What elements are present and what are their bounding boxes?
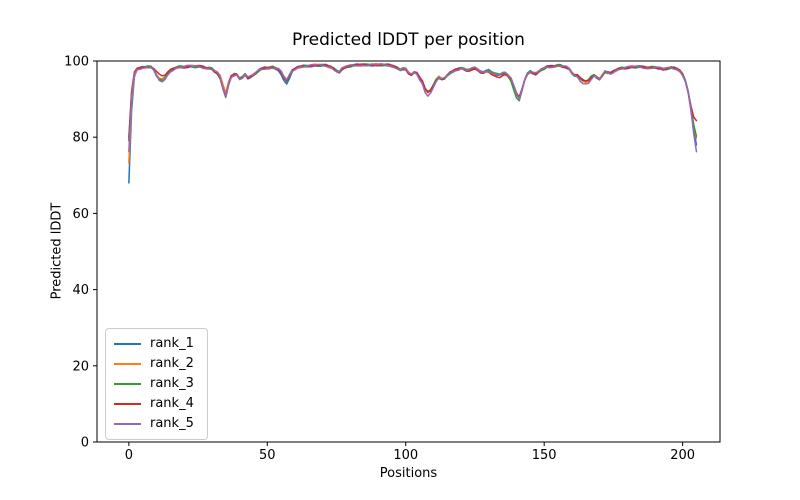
legend-label-rank-5: rank_5	[150, 416, 194, 431]
legend-swatch-rank-1	[114, 343, 141, 345]
series-line-rank_4	[128, 63, 698, 142]
legend: rank_1 rank_2 rank_3 rank_4 rank_5	[105, 328, 208, 440]
series-line-rank_1	[128, 63, 698, 184]
y-tick-label: 60	[72, 207, 89, 222]
y-tick-label: 0	[81, 436, 89, 451]
axes: 0 50 100 150 200 0 20 40 60 80 100	[64, 55, 721, 463]
x-tick-label: 50	[259, 448, 276, 463]
legend-swatch-rank-5	[114, 423, 141, 425]
legend-swatch-rank-2	[114, 363, 141, 365]
legend-label-rank-4: rank_4	[150, 396, 194, 411]
legend-item-rank-5: rank_5	[114, 414, 199, 434]
legend-item-rank-4: rank_4	[114, 394, 199, 414]
x-tick-label: 200	[670, 448, 695, 463]
legend-swatch-rank-4	[114, 403, 141, 405]
y-axis-label: Predicted lDDT	[49, 202, 65, 300]
legend-label-rank-1: rank_1	[150, 336, 194, 351]
y-tick-label: 80	[72, 131, 89, 146]
x-tick-label: 100	[393, 448, 418, 463]
legend-label-rank-2: rank_2	[150, 356, 194, 371]
x-tick-label: 150	[532, 448, 557, 463]
legend-item-rank-1: rank_1	[114, 334, 199, 354]
series-line-rank_3	[128, 63, 698, 139]
legend-item-rank-3: rank_3	[114, 374, 199, 394]
legend-item-rank-2: rank_2	[114, 354, 199, 374]
y-tick-label: 100	[64, 55, 89, 70]
legend-label-rank-3: rank_3	[150, 376, 194, 391]
plot-spines	[96, 60, 721, 443]
series-lines	[128, 63, 698, 184]
x-axis-label: Positions	[379, 466, 438, 481]
chart-title: Predicted lDDT per position	[292, 30, 525, 50]
series-line-rank_2	[128, 63, 698, 164]
series-line-rank_5	[128, 63, 698, 153]
y-tick-label: 20	[72, 359, 89, 374]
legend-swatch-rank-3	[114, 383, 141, 385]
y-tick-label: 40	[72, 283, 89, 298]
x-tick-label: 0	[125, 448, 133, 463]
